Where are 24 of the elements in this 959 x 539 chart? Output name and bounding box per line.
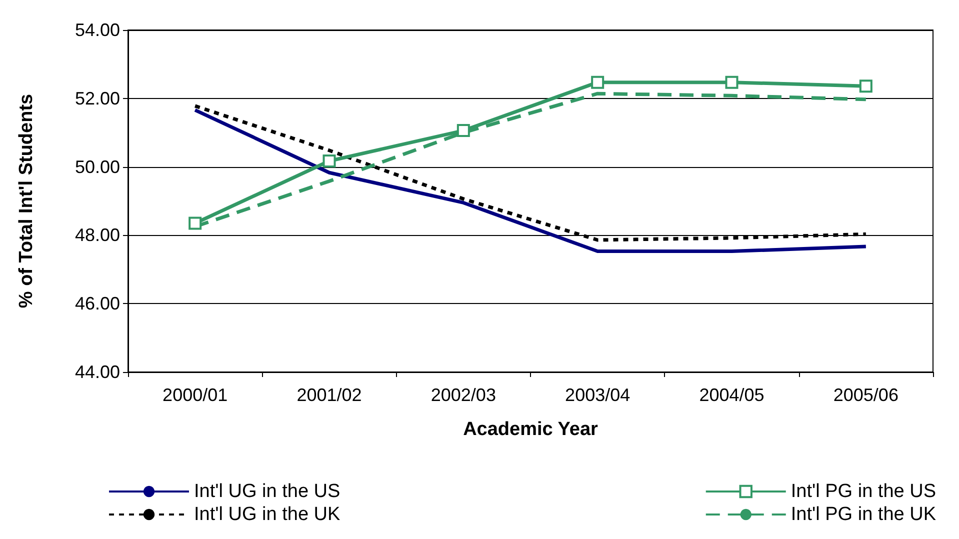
- y-tick-label: 48.00: [74, 225, 120, 246]
- x-tick-label: 2005/06: [833, 385, 898, 405]
- point: [456, 124, 470, 138]
- point: [725, 76, 738, 89]
- y-tick-label: 44.00: [74, 362, 120, 382]
- y-axis-title: % of Total Int'l Students: [16, 94, 37, 308]
- x-tick-label: 2003/04: [565, 385, 630, 405]
- y-tick-label: 54.00: [74, 20, 120, 40]
- x-axis-title: Academic Year: [463, 419, 599, 440]
- x-tick-label: 2001/02: [296, 385, 362, 405]
- point: [859, 80, 872, 93]
- legend-label: Int'l PG in the UK: [790, 504, 936, 525]
- point: [322, 154, 336, 168]
- legend-label: Int'l PG in the US: [790, 481, 936, 502]
- x-tick-label: 2000/01: [162, 385, 228, 405]
- y-tick-label: 50.00: [74, 156, 120, 177]
- x-tick-label: 2004/05: [699, 385, 764, 405]
- legend-label: Int'l UG in the US: [194, 481, 340, 502]
- point: [188, 216, 202, 230]
- x-tick-label: 2002/03: [430, 385, 496, 405]
- legend-label: Int'l UG in the UK: [194, 504, 341, 525]
- y-tick-label: 46.00: [74, 294, 120, 314]
- point: [591, 76, 604, 89]
- y-tick-label: 52.00: [74, 88, 120, 108]
